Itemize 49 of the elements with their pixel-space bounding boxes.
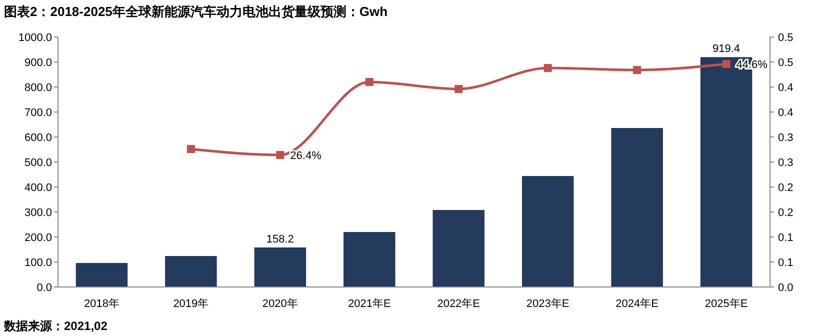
x-tick-label: 2019年: [173, 298, 209, 310]
y2-tick-label: 0.4: [778, 107, 794, 119]
y-tick-label: 400.0: [24, 182, 52, 194]
bar: [76, 263, 128, 287]
point: [633, 66, 642, 74]
x-tick-label: 2018年: [84, 298, 120, 310]
y-tick-label: 700.0: [24, 107, 52, 119]
point: [276, 151, 284, 159]
y2-tick-label: 0.1: [778, 232, 794, 244]
data-label: 919.4: [712, 43, 740, 56]
y2-tick-label: 0.1: [778, 257, 794, 269]
y-tick-label: 100.0: [24, 257, 52, 269]
y-tick-label: 900.0: [24, 57, 52, 69]
point: [544, 64, 552, 72]
bar: [344, 232, 396, 287]
x-tick-label: 2020年: [262, 298, 298, 310]
y-tick-label: 500.0: [24, 157, 52, 169]
x-tick-label: 2023年E: [526, 298, 570, 310]
y2-tick-label: 0.3: [778, 157, 794, 169]
y-tick-label: 0.0: [36, 282, 52, 294]
y2-tick-label: 0.3: [778, 132, 794, 144]
data-label: 158.2: [266, 233, 294, 246]
point: [722, 60, 730, 68]
source-note: 数据来源：2021,02: [3, 319, 108, 333]
y2-tick-label: 0.2: [778, 207, 794, 219]
y-tick-label: 1000.0: [18, 32, 52, 44]
point: [186, 145, 195, 153]
bar: [254, 247, 306, 287]
data-label: 26.4%: [290, 150, 322, 162]
bar: [611, 128, 663, 287]
x-tick-label: 2024年E: [616, 298, 658, 310]
bar: [165, 256, 217, 287]
chart-title: 图表2：2018-2025年全球新能源汽车动力电池出货量级预测：Gwh: [4, 4, 388, 19]
y-tick-label: 300.0: [24, 207, 52, 219]
point: [454, 85, 463, 93]
x-tick-label: 2021年E: [348, 298, 391, 310]
x-tick-label: 2025年E: [704, 298, 748, 310]
y2-tick-label: 0.4: [778, 82, 794, 94]
bar: [522, 176, 574, 287]
y2-tick-label: 0.5: [778, 57, 794, 69]
bar: [432, 210, 484, 287]
y2-tick-label: 0.2: [778, 182, 794, 194]
x-tick-label: 2022年E: [437, 298, 480, 310]
y-tick-label: 800.0: [24, 82, 52, 94]
point: [365, 78, 374, 86]
y-tick-label: 600.0: [24, 132, 52, 144]
y-tick-label: 200.0: [24, 232, 52, 244]
y2-tick-label: 0.5: [778, 32, 794, 44]
y2-tick-label: 0.0: [778, 282, 794, 294]
